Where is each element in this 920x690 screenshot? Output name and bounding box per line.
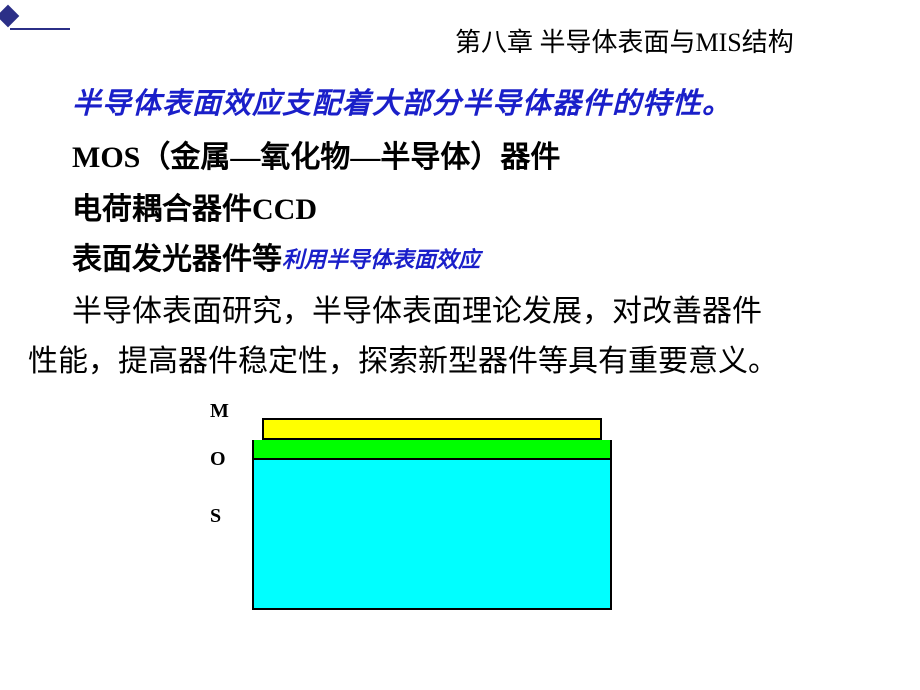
layer-stack [252, 418, 612, 610]
layer-semiconductor [252, 460, 612, 610]
bullet-mos: MOS（金属—氧化物—半导体）器件 [72, 132, 560, 176]
line4-prefix: 表面发光器件等 [72, 243, 282, 276]
accent-square [0, 5, 19, 28]
paragraph-line-1: 半导体表面研究，半导体表面理论发展，对改善器件 [72, 286, 762, 330]
line4-suffix: 利用半导体表面效应 [282, 247, 480, 272]
label-m: M [210, 400, 229, 423]
paragraph-line-2: 性能，提高器件稳定性，探索新型器件等具有重要意义。 [28, 336, 778, 380]
label-s: S [210, 505, 221, 528]
bullet-ccd: 电荷耦合器件CCD [72, 184, 317, 228]
bullet-surface-emitting: 表面发光器件等利用半导体表面效应 [72, 234, 480, 278]
chapter-title: 第八章 半导体表面与MIS结构 [455, 22, 794, 59]
corner-accent [0, 0, 38, 38]
accent-line [10, 28, 70, 30]
label-o: O [210, 448, 226, 471]
layer-metal [262, 418, 602, 440]
intro-sentence: 半导体表面效应支配着大部分半导体器件的特性。 [72, 80, 732, 122]
layer-oxide [252, 440, 612, 460]
